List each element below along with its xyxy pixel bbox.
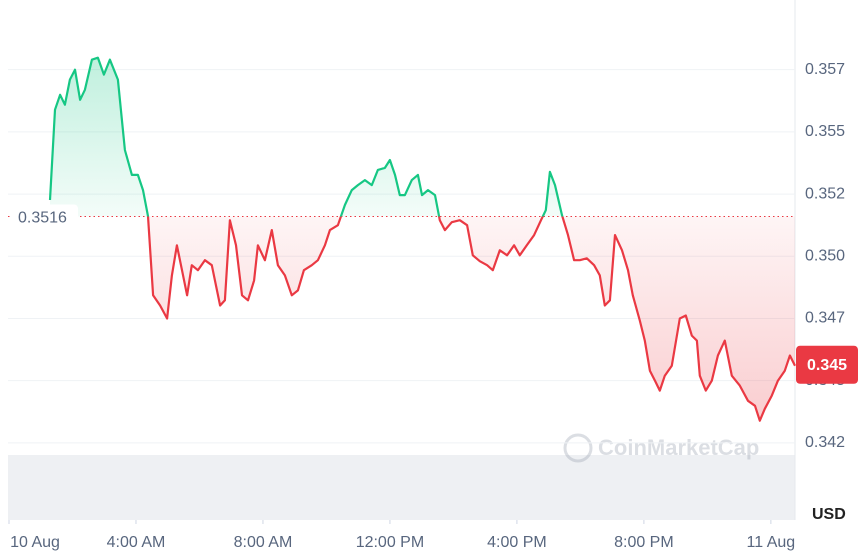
- x-tick-label: 11 Aug: [747, 534, 796, 551]
- x-tick-label: 12:00 PM: [356, 534, 424, 551]
- baseline-label: 0.3516: [18, 210, 67, 227]
- watermark-text: CoinMarketCap: [598, 435, 759, 460]
- y-tick-label: 0.357: [805, 61, 845, 78]
- volume-area: [8, 455, 795, 520]
- x-tick-label: 4:00 AM: [107, 534, 166, 551]
- price-label-box: [796, 345, 858, 384]
- price-area: [50, 57, 795, 421]
- price-line: [48, 56, 796, 422]
- y-tick-label: 0.355: [805, 123, 845, 140]
- watermark: CoinMarketCap: [563, 433, 759, 463]
- x-tick-label: 8:00 PM: [614, 534, 674, 551]
- price-label: 0.345: [807, 357, 847, 374]
- y-tick-label: 0.350: [805, 247, 845, 264]
- x-tick-label: 4:00 PM: [487, 534, 547, 551]
- baseline-label-box: [12, 204, 78, 229]
- y-tick-label: 0.352: [805, 185, 845, 202]
- y-tick-label: 0.347: [805, 310, 845, 327]
- y-tick-label: 0.342: [805, 434, 845, 451]
- x-tick-label: 8:00 AM: [234, 534, 293, 551]
- y-axis-label: USD: [812, 506, 846, 523]
- x-tick-label: 10 Aug: [10, 534, 60, 551]
